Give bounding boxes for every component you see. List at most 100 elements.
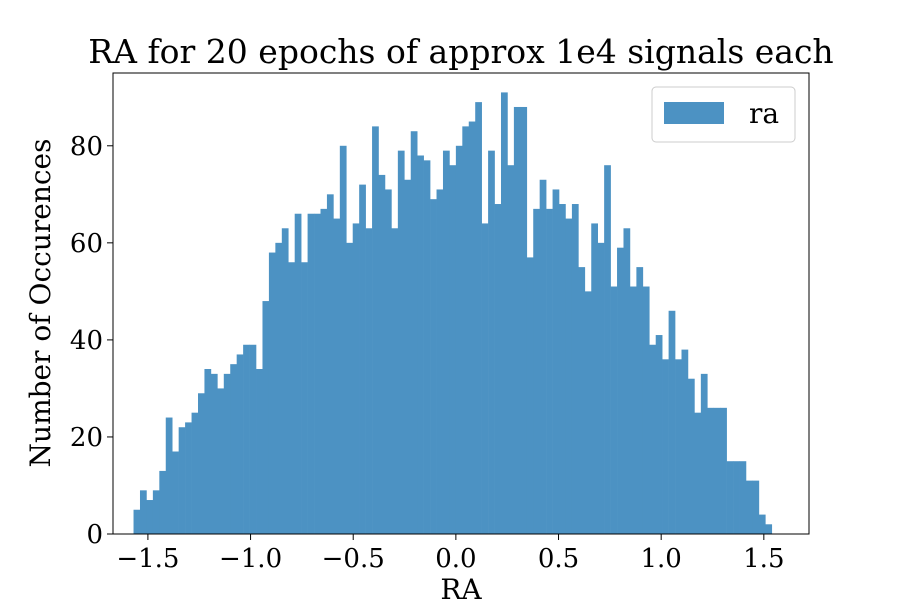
histogram-bar <box>139 490 147 534</box>
histogram-bar <box>320 208 328 534</box>
histogram-bar <box>462 126 470 534</box>
histogram-bar <box>629 286 637 534</box>
histogram-bar <box>423 160 431 534</box>
histogram-bar <box>539 179 547 534</box>
legend-swatch-ra <box>664 102 724 124</box>
histogram-bar <box>733 461 740 534</box>
x-tick-label: 0.0 <box>435 544 476 574</box>
histogram-bar <box>372 126 379 534</box>
histogram-bar <box>752 480 760 534</box>
histogram-bar <box>333 218 341 534</box>
histogram-bar <box>249 344 257 534</box>
histogram-bar <box>552 189 560 534</box>
histogram-bar <box>352 223 360 534</box>
histogram-bar <box>281 228 289 534</box>
histogram-bar <box>384 189 392 534</box>
histogram-bar <box>455 145 463 535</box>
histogram-bar <box>610 286 618 534</box>
y-tick-label: 40 <box>70 326 103 356</box>
histogram-bar <box>133 509 141 534</box>
histogram-bar <box>739 461 747 534</box>
histogram-bar <box>236 354 244 534</box>
histogram-bar <box>700 373 708 534</box>
histogram-bar <box>675 359 682 534</box>
histogram-bar <box>339 145 347 535</box>
legend-label-ra: ra <box>749 97 779 130</box>
histogram-bar <box>494 204 502 534</box>
histogram-bar <box>346 242 354 534</box>
histogram-bar <box>533 208 540 534</box>
histogram-bar <box>146 500 154 534</box>
histogram-bar <box>275 242 283 534</box>
histogram-bar <box>617 247 624 534</box>
histogram-bar <box>687 378 695 534</box>
histogram-bar <box>359 184 366 535</box>
histogram-bar <box>513 106 521 534</box>
histogram-bar <box>185 422 192 534</box>
histogram-bar <box>159 470 167 534</box>
histogram-bar <box>726 461 734 534</box>
histogram-bar <box>597 242 605 534</box>
histogram-bar <box>758 514 766 534</box>
histogram-bar <box>578 267 586 534</box>
x-axis-ticks: −1.5 −1.0 −0.5 0.0 0.5 1.0 1.5 <box>116 534 785 574</box>
histogram-bar <box>520 106 528 534</box>
histogram-bar <box>268 252 276 535</box>
y-tick-label: 0 <box>86 520 103 550</box>
histogram-bar <box>526 257 534 534</box>
histogram-bar <box>301 262 308 534</box>
histogram-bar <box>488 150 495 534</box>
histogram-bar <box>378 174 386 534</box>
histogram-bar <box>565 218 573 534</box>
histogram-bar <box>707 407 715 534</box>
histogram-bar <box>410 131 418 535</box>
plot-frame <box>112 72 810 535</box>
histogram-bar <box>165 417 173 534</box>
histogram-bar <box>468 121 476 534</box>
histogram-bar <box>655 335 663 534</box>
histogram-bar <box>417 155 424 535</box>
x-tick-label: 0.5 <box>538 544 579 574</box>
y-tick-label: 60 <box>70 229 103 259</box>
bars-group <box>133 92 773 535</box>
histogram-bar <box>178 427 186 534</box>
histogram-bar <box>404 179 412 534</box>
histogram-bar <box>636 267 644 534</box>
histogram-bar <box>262 301 270 534</box>
histogram-bar <box>649 344 657 534</box>
histogram-bar <box>204 369 212 534</box>
histogram-bar <box>546 208 553 534</box>
histogram-bar <box>559 204 566 534</box>
histogram-bar <box>623 228 631 534</box>
histogram-bar <box>230 364 237 534</box>
x-tick-label: −0.5 <box>322 544 385 574</box>
histogram-bar <box>198 393 205 534</box>
histogram-bar <box>307 213 315 535</box>
histogram-bar <box>172 451 179 534</box>
histogram-bar <box>449 165 457 534</box>
histogram-bar <box>442 150 450 534</box>
histogram-bar <box>294 213 302 535</box>
histogram-bar <box>500 92 508 534</box>
histogram-bar <box>243 344 250 534</box>
histogram-bar <box>642 286 650 534</box>
histogram-bar <box>430 199 437 535</box>
histogram-bar <box>217 388 225 534</box>
histogram-bar <box>668 310 676 534</box>
histogram-bar <box>713 407 721 534</box>
histogram-bar <box>662 359 669 534</box>
histogram-bar <box>191 412 199 534</box>
x-tick-label: 1.0 <box>640 544 681 574</box>
x-tick-label: −1.0 <box>219 544 282 574</box>
histogram-bar <box>591 223 598 534</box>
histogram-bar <box>436 189 444 534</box>
x-tick-label: −1.5 <box>116 544 179 574</box>
histogram-bar <box>397 150 405 534</box>
histogram-bar <box>365 228 373 534</box>
y-tick-label: 20 <box>70 423 103 453</box>
histogram-bar <box>604 165 611 534</box>
chart-title: RA for 20 epochs of approx 1e4 signals e… <box>88 32 833 71</box>
y-tick-label: 80 <box>70 132 103 162</box>
x-tick-label: 1.5 <box>743 544 784 574</box>
